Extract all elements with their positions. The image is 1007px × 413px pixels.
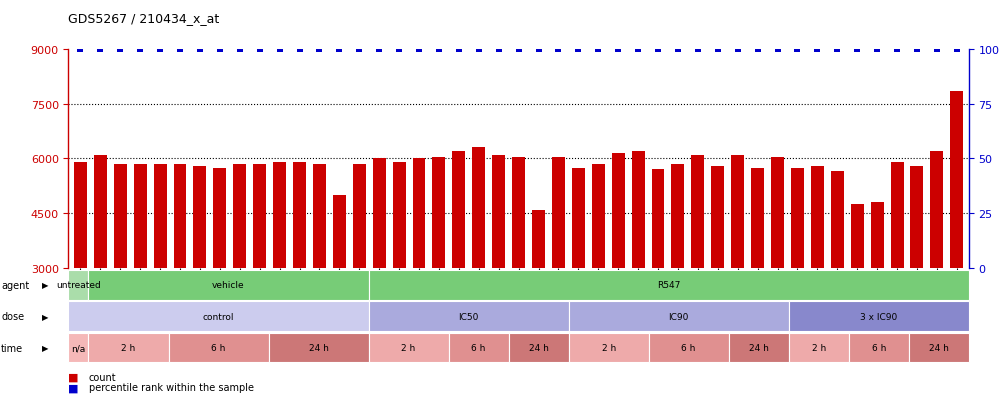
Bar: [811, 166, 824, 268]
Bar: [472, 148, 485, 268]
Bar: [930, 152, 944, 268]
Bar: [611, 154, 624, 268]
Text: count: count: [89, 372, 116, 382]
Text: 3 x IC90: 3 x IC90: [860, 312, 897, 321]
Bar: [831, 172, 844, 268]
Bar: [234, 164, 247, 268]
Bar: [293, 163, 306, 268]
Text: 2 h: 2 h: [601, 343, 615, 352]
Bar: [154, 164, 166, 268]
Bar: [910, 166, 923, 268]
Bar: [871, 203, 883, 268]
Bar: [273, 163, 286, 268]
Bar: [333, 195, 345, 268]
Bar: [253, 164, 266, 268]
Bar: [193, 166, 206, 268]
Bar: [432, 157, 445, 268]
Text: 24 h: 24 h: [308, 343, 328, 352]
Bar: [213, 168, 227, 268]
Text: GDS5267 / 210434_x_at: GDS5267 / 210434_x_at: [68, 12, 220, 25]
Text: ▶: ▶: [42, 312, 48, 321]
Bar: [413, 159, 426, 268]
Bar: [572, 168, 585, 268]
Bar: [513, 157, 525, 268]
Bar: [552, 157, 565, 268]
Text: IC50: IC50: [458, 312, 478, 321]
Bar: [951, 92, 964, 268]
Text: 24 h: 24 h: [749, 343, 768, 352]
Bar: [532, 210, 545, 268]
Text: ▶: ▶: [42, 280, 48, 290]
Text: ■: ■: [68, 372, 79, 382]
Bar: [74, 163, 87, 268]
Bar: [592, 164, 605, 268]
Text: time: time: [1, 343, 23, 353]
Bar: [652, 170, 665, 268]
Bar: [452, 152, 465, 268]
Bar: [492, 155, 506, 268]
Bar: [790, 168, 804, 268]
Bar: [393, 163, 406, 268]
Text: untreated: untreated: [56, 280, 101, 290]
Bar: [631, 152, 644, 268]
Bar: [672, 164, 685, 268]
Text: IC90: IC90: [669, 312, 689, 321]
Bar: [851, 204, 864, 268]
Text: 2 h: 2 h: [122, 343, 136, 352]
Bar: [94, 155, 107, 268]
Bar: [173, 164, 186, 268]
Text: 24 h: 24 h: [529, 343, 549, 352]
Text: dose: dose: [1, 311, 24, 321]
Bar: [313, 164, 326, 268]
Text: control: control: [202, 312, 235, 321]
Bar: [890, 163, 903, 268]
Text: R547: R547: [657, 280, 681, 290]
Text: 6 h: 6 h: [682, 343, 696, 352]
Text: ■: ■: [68, 382, 79, 392]
Text: n/a: n/a: [71, 343, 86, 352]
Text: 6 h: 6 h: [211, 343, 226, 352]
Text: vehicle: vehicle: [212, 280, 245, 290]
Text: 6 h: 6 h: [871, 343, 886, 352]
Bar: [692, 155, 704, 268]
Text: 2 h: 2 h: [812, 343, 826, 352]
Bar: [114, 164, 127, 268]
Bar: [751, 168, 764, 268]
Text: 6 h: 6 h: [471, 343, 485, 352]
Text: agent: agent: [1, 280, 29, 290]
Bar: [711, 166, 724, 268]
Text: percentile rank within the sample: percentile rank within the sample: [89, 382, 254, 392]
Text: 24 h: 24 h: [928, 343, 949, 352]
Bar: [134, 164, 147, 268]
Bar: [731, 155, 744, 268]
Text: ▶: ▶: [42, 343, 48, 352]
Bar: [373, 159, 386, 268]
Text: 2 h: 2 h: [402, 343, 416, 352]
Bar: [771, 157, 784, 268]
Bar: [352, 164, 366, 268]
